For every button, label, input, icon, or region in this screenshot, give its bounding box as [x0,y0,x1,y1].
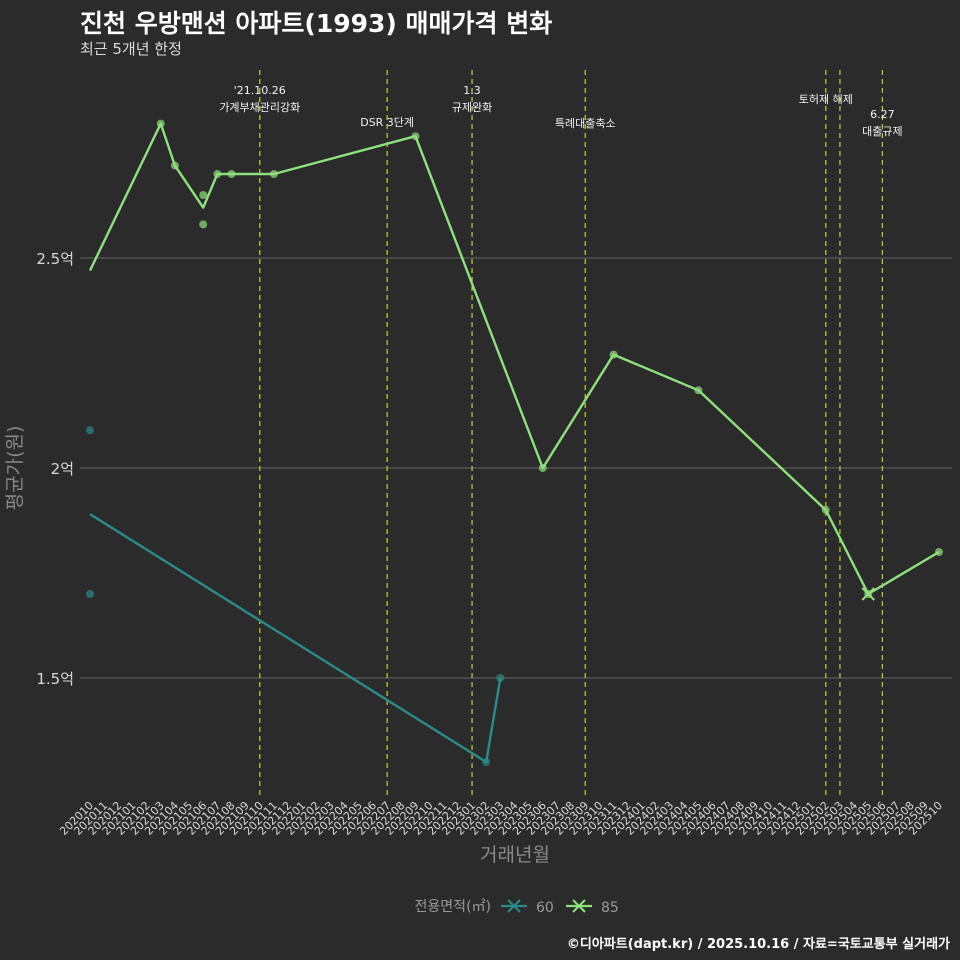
cross-marker-85 [861,587,875,601]
data-point-85 [269,170,278,178]
data-point-85 [821,506,830,514]
x-axis-title: 거래년월 [480,844,550,866]
x-axis: 2020102020112020122021012021022021032021… [57,799,945,838]
event-annotation: 6.27 [870,108,895,121]
y-tick-label: 1.5억 [36,670,74,688]
y-tick-label: 2억 [51,460,74,478]
gridlines [80,257,952,679]
series-line-60 [89,513,502,764]
data-point-60 [86,590,94,598]
legend-marker-60 [507,899,521,913]
data-point-85 [411,132,420,141]
data-point-60 [482,758,491,766]
chart-title: 진천 우방맨션 아파트(1993) 매매가격 변화 [80,9,553,38]
data-point-60 [86,426,94,435]
event-annotation: 대출규제 [862,125,902,138]
event-annotation: 규제완화 [452,101,492,114]
data-point-85 [199,191,208,199]
data-point-85 [609,350,618,359]
legend-label-60: 60 [536,900,554,916]
series-line-85 [88,122,940,596]
data-point-85 [213,170,222,178]
data-point-85 [935,548,943,556]
y-axis-title: 평균가(원) [4,426,26,511]
data-point-85 [538,464,547,472]
event-annotation: DSR 3단계 [360,116,414,129]
data-point-85 [227,170,236,178]
series-group [86,119,943,766]
y-tick-label: 2.5억 [36,250,74,268]
data-point-85 [199,220,208,229]
event-annotation: 가계부채관리강화 [219,101,300,114]
data-point-85 [694,386,703,395]
legend: 전용면적(㎡) 60 85 [415,899,619,916]
y-axis: 1.5억 2억 2.5억 [36,250,74,688]
event-annotation: 토허제 해제 [799,92,853,106]
event-annotation: 특례대출축소 [555,117,616,130]
data-point-85 [156,119,165,128]
chart-subtitle: 최근 5개년 한정 [80,40,182,58]
legend-title: 전용면적(㎡) [415,899,491,915]
legend-marker-85 [572,899,586,913]
data-point-60 [496,674,505,682]
event-annotation: 1.3 [463,84,481,97]
legend-label-85: 85 [601,900,619,916]
source-caption: ©디아파트(dapt.kr) / 2025.10.16 / 자료=국토교통부 실… [566,937,950,952]
data-point-85 [170,161,179,170]
event-annotation: '21.10.26 [234,84,286,97]
